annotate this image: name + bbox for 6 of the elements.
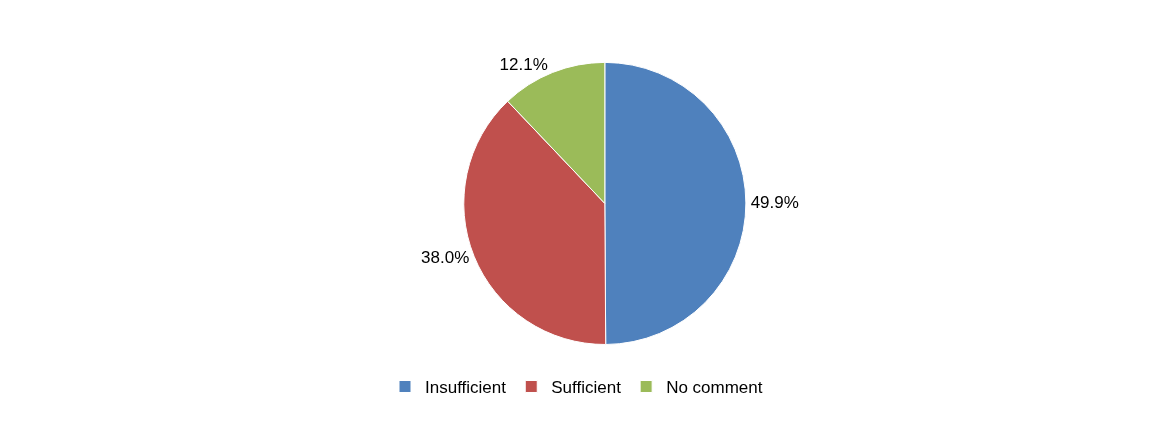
data-label: 49.9% [750, 193, 799, 213]
data-label: 12.1% [499, 54, 548, 74]
legend-label: Sufficient [551, 378, 622, 398]
data-label: 38.0% [421, 248, 470, 268]
legend-label: No comment [666, 378, 763, 398]
legend-label: Insufficient [425, 378, 507, 398]
